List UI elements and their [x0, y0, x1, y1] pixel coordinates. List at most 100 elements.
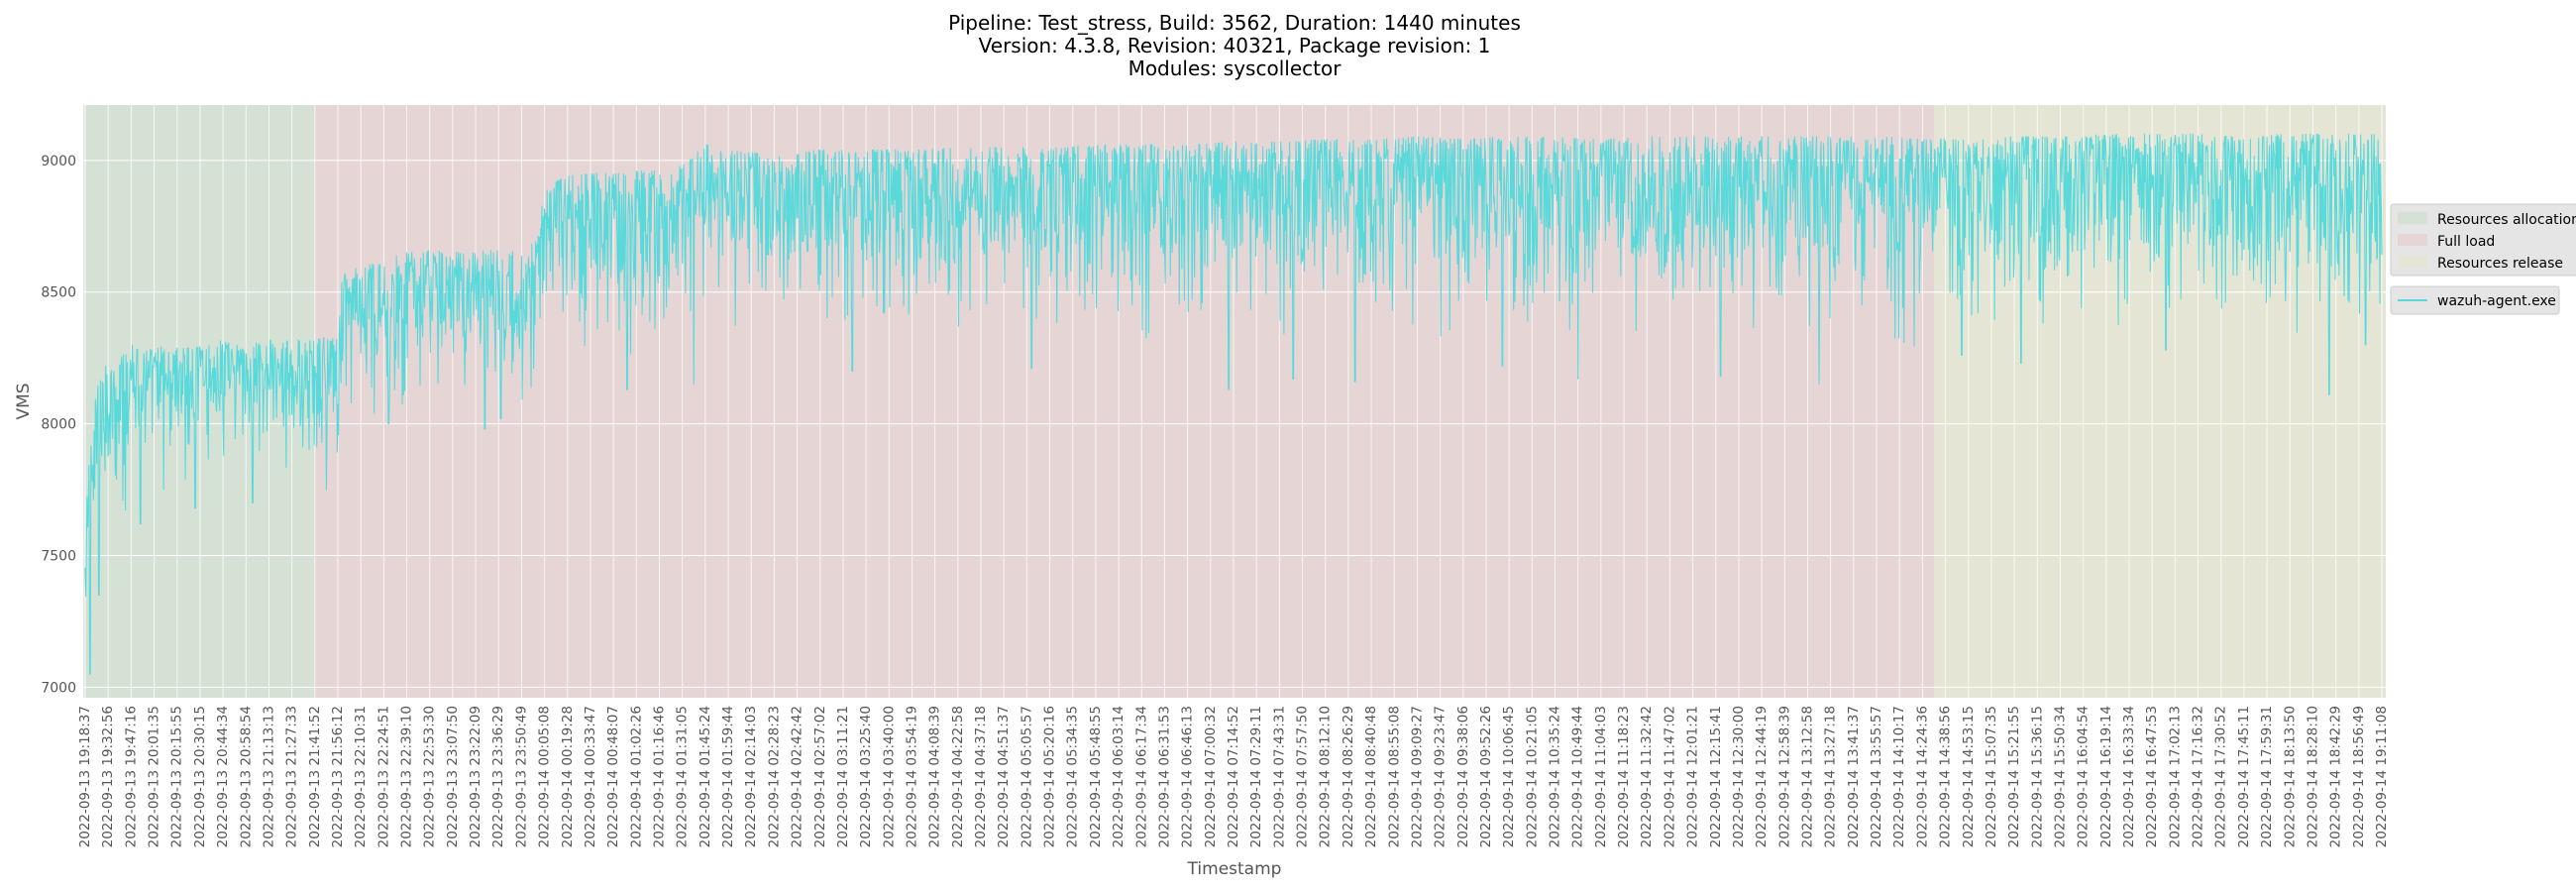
x-tick-label: 2022-09-14 12:30:00 [1731, 706, 1747, 847]
x-tick-label: 2022-09-14 11:18:23 [1616, 706, 1632, 847]
x-tick-label: 2022-09-14 09:52:26 [1478, 706, 1494, 847]
x-tick-label: 2022-09-14 05:05:57 [1019, 706, 1034, 847]
x-tick-label: 2022-09-14 18:56:49 [2351, 706, 2367, 847]
x-tick-label: 2022-09-14 04:51:37 [996, 706, 1012, 847]
x-tick-label: 2022-09-14 13:55:57 [1869, 706, 1884, 847]
x-tick-label: 2022-09-14 17:02:13 [2167, 706, 2183, 847]
x-tick-label: 2022-09-14 11:04:03 [1593, 706, 1609, 847]
legend-label-resources-allocation: Resources allocation [2437, 212, 2576, 228]
x-tick-label: 2022-09-13 22:10:31 [353, 706, 369, 847]
x-tick-label: 2022-09-14 07:00:32 [1203, 706, 1219, 847]
legend-swatch-full-load [2398, 234, 2427, 246]
x-tick-label: 2022-09-13 21:27:33 [284, 706, 300, 847]
chart-title: Pipeline: Test_stress, Build: 3562, Dura… [948, 11, 1521, 80]
title-line-2: Version: 4.3.8, Revision: 40321, Package… [979, 34, 1491, 57]
x-tick-label: 2022-09-14 18:42:29 [2328, 706, 2344, 847]
x-tick-label: 2022-09-14 17:16:32 [2191, 706, 2206, 847]
x-tick-label: 2022-09-14 12:44:19 [1754, 706, 1770, 847]
x-tick-label: 2022-09-13 23:22:09 [468, 706, 483, 847]
x-tick-label: 2022-09-13 20:01:35 [147, 706, 162, 847]
x-tick-label: 2022-09-14 01:45:24 [698, 706, 713, 847]
x-tick-label: 2022-09-14 05:48:55 [1088, 706, 1104, 847]
x-tick-label: 2022-09-14 04:08:39 [927, 706, 943, 847]
x-tick-label: 2022-09-14 03:40:00 [881, 706, 897, 847]
x-tick-label: 2022-09-13 22:39:10 [399, 706, 415, 847]
x-tick-label: 2022-09-14 14:10:17 [1891, 706, 1907, 847]
x-tick-label: 2022-09-14 04:37:18 [973, 706, 989, 847]
x-tick-label: 2022-09-14 08:55:08 [1386, 706, 1402, 847]
x-tick-label: 2022-09-14 06:31:53 [1156, 706, 1172, 847]
x-tick-label: 2022-09-14 06:17:34 [1133, 706, 1149, 847]
x-tick-label: 2022-09-13 19:32:56 [100, 706, 116, 847]
x-tick-label: 2022-09-14 16:33:34 [2121, 706, 2137, 847]
x-tick-label: 2022-09-14 02:42:42 [790, 706, 805, 847]
legend-label-wazuh-agent: wazuh-agent.exe [2437, 293, 2556, 309]
x-tick-label: 2022-09-13 20:58:54 [238, 706, 254, 847]
x-tick-label: 2022-09-14 14:24:36 [1914, 706, 1930, 847]
x-tick-label: 2022-09-14 11:32:42 [1639, 706, 1655, 847]
x-tick-label: 2022-09-14 12:58:39 [1776, 706, 1792, 847]
x-tick-label: 2022-09-14 19:11:08 [2374, 706, 2390, 847]
x-tick-label: 2022-09-13 22:53:30 [422, 706, 438, 847]
x-tick-label: 2022-09-13 19:47:16 [123, 706, 139, 847]
x-tick-label: 2022-09-14 05:20:16 [1042, 706, 1058, 847]
legend-series-box [2390, 285, 2560, 315]
x-tick-label: 2022-09-14 08:26:29 [1341, 706, 1356, 847]
x-tick-label: 2022-09-14 13:12:58 [1800, 706, 1816, 847]
x-tick-label: 2022-09-14 02:28:23 [766, 706, 782, 847]
y-tick-label: 8000 [41, 417, 76, 433]
legend-label-full-load: Full load [2437, 234, 2495, 250]
x-tick-label: 2022-09-14 00:33:47 [583, 706, 598, 847]
y-tick-label: 8500 [41, 285, 76, 301]
x-tick-label: 2022-09-14 15:36:15 [2029, 706, 2045, 847]
x-tick-label: 2022-09-13 21:41:52 [307, 706, 323, 847]
x-tick-label: 2022-09-14 02:57:02 [812, 706, 828, 847]
x-tick-label: 2022-09-13 20:30:15 [192, 706, 208, 847]
x-axis-label: Timestamp [1187, 859, 1282, 879]
x-tick-label: 2022-09-14 01:59:44 [720, 706, 736, 847]
x-tick-label: 2022-09-14 10:21:05 [1524, 706, 1540, 847]
x-tick-label: 2022-09-14 07:14:52 [1226, 706, 1241, 847]
y-axis-label: VMS [14, 383, 34, 419]
x-tick-label: 2022-09-14 00:19:28 [560, 706, 576, 847]
x-tick-label: 2022-09-14 18:28:10 [2305, 706, 2320, 847]
x-tick-label: 2022-09-14 16:04:54 [2076, 706, 2092, 847]
legend-label-resources-release: Resources release [2437, 256, 2563, 272]
legend-swatch-resources-allocation [2398, 212, 2427, 224]
x-tick-label: 2022-09-13 20:44:34 [215, 706, 231, 847]
x-tick-label: 2022-09-14 14:53:15 [1961, 706, 1977, 847]
x-tick-label: 2022-09-13 22:24:51 [376, 706, 391, 847]
x-tick-label: 2022-09-14 12:15:41 [1708, 706, 1724, 847]
legend-phases-box [2390, 203, 2576, 277]
series-layer [84, 133, 2383, 675]
x-tick-label: 2022-09-14 12:01:21 [1685, 706, 1701, 847]
x-tick-label: 2022-09-14 10:49:44 [1570, 706, 1586, 847]
title-line-3: Modules: syscollector [1128, 56, 1342, 80]
x-tick-label: 2022-09-13 21:56:12 [330, 706, 346, 847]
x-tick-label: 2022-09-13 23:36:29 [490, 706, 506, 847]
x-tick-label: 2022-09-14 07:29:11 [1248, 706, 1264, 847]
x-tick-label: 2022-09-14 03:25:40 [858, 706, 874, 847]
y-tick-label: 7500 [41, 548, 76, 564]
x-tick-label: 2022-09-14 09:38:06 [1455, 706, 1471, 847]
x-tick-label: 2022-09-14 09:09:27 [1409, 706, 1425, 847]
x-tick-label: 2022-09-13 21:13:13 [261, 706, 276, 847]
x-tick-label: 2022-09-14 03:11:21 [835, 706, 851, 847]
x-tick-label: 2022-09-13 23:50:49 [513, 706, 529, 847]
legend-series: wazuh-agent.exe [2390, 285, 2560, 315]
x-tick-label: 2022-09-14 01:31:05 [675, 706, 691, 847]
x-tick-label: 2022-09-13 23:07:50 [445, 706, 461, 847]
x-tick-label: 2022-09-14 05:34:35 [1065, 706, 1081, 847]
x-tick-label: 2022-09-14 09:23:47 [1433, 706, 1449, 847]
x-tick-label: 2022-09-14 00:48:07 [605, 706, 621, 847]
x-tick-label: 2022-09-14 03:54:19 [904, 706, 919, 847]
x-tick-label: 2022-09-14 10:06:45 [1501, 706, 1517, 847]
x-tick-label: 2022-09-14 02:14:03 [743, 706, 759, 847]
y-tick-label: 9000 [41, 154, 76, 169]
x-tick-label: 2022-09-14 06:03:14 [1111, 706, 1127, 847]
x-tick-label: 2022-09-14 16:19:14 [2098, 706, 2114, 847]
legend-swatch-resources-release [2398, 256, 2427, 268]
x-tick-label: 2022-09-14 07:57:50 [1295, 706, 1311, 847]
x-tick-label: 2022-09-14 15:07:35 [1984, 706, 1999, 847]
